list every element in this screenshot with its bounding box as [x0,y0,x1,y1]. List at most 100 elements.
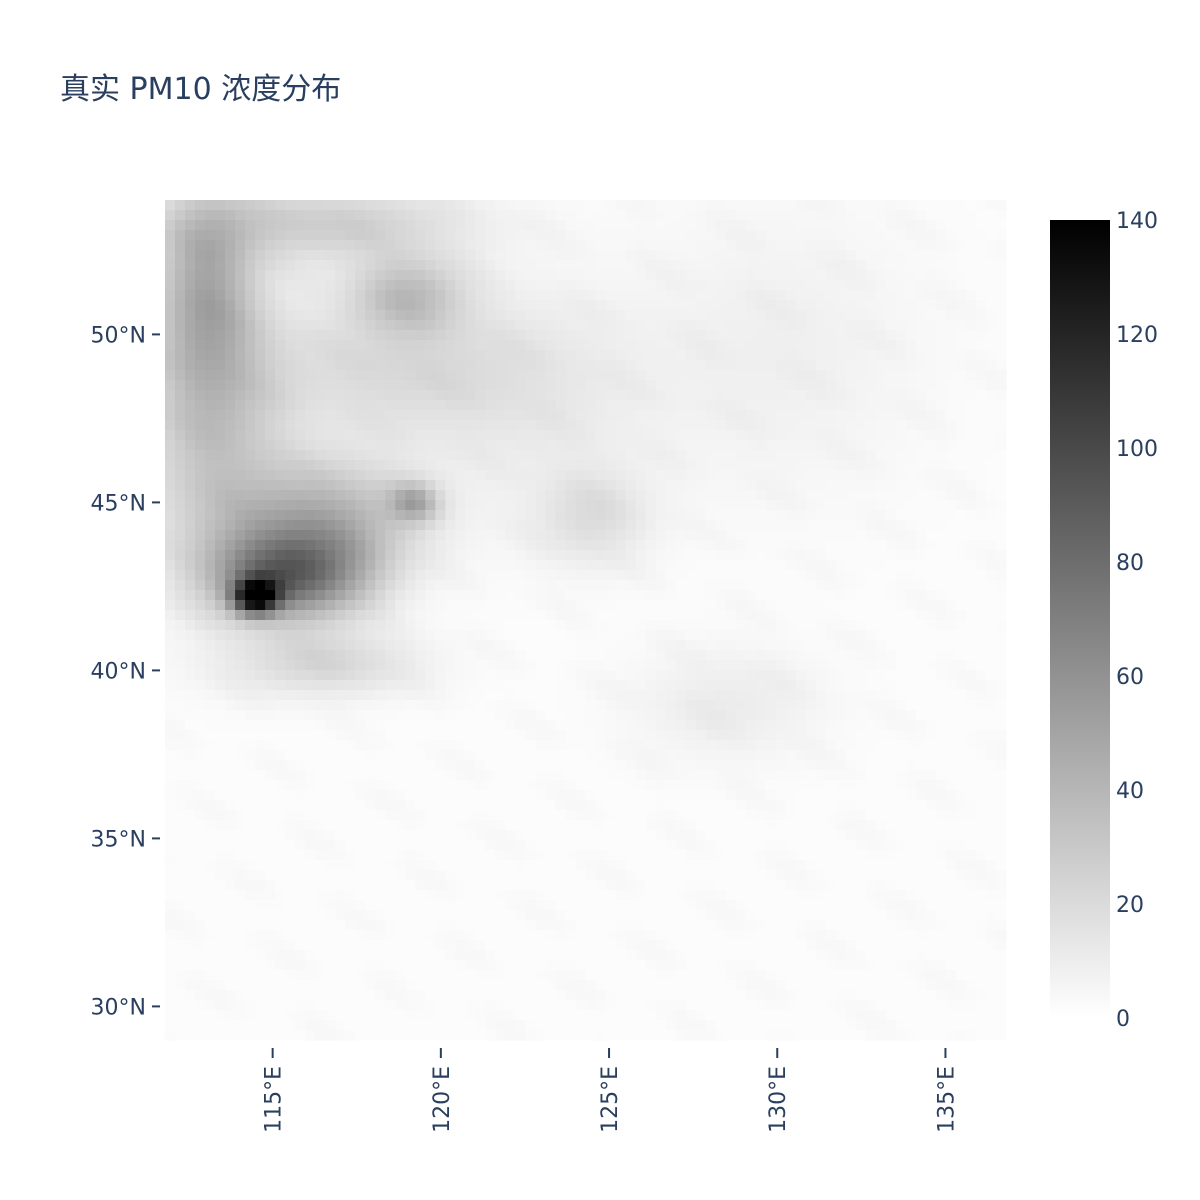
heatmap-cell [685,400,697,411]
heatmap-cell [225,320,236,331]
heatmap-cell [805,400,817,411]
heatmap-cell [205,590,216,601]
heatmap-cell [785,480,797,491]
heatmap-cell [215,270,226,281]
heatmap-cell [865,500,877,511]
heatmap-cell [345,500,356,511]
heatmap-cell [895,440,907,451]
heatmap-cell [275,650,286,661]
heatmap-cell [975,280,987,291]
heatmap-cell [275,230,286,241]
heatmap-cell [895,740,907,751]
heatmap-cell [675,340,687,351]
heatmap-cell [205,460,216,471]
heatmap-cell [565,400,577,411]
heatmap-cell [755,540,767,551]
heatmap-cell [785,450,797,461]
heatmap-cell [675,430,687,441]
heatmap-cell [845,690,857,701]
heatmap-cell [375,450,386,461]
heatmap-cell [805,350,817,361]
heatmap-cell [345,270,356,281]
heatmap-cell [595,460,607,471]
heatmap-cell [415,200,426,211]
heatmap-cell [955,240,967,251]
heatmap-cell [505,570,517,581]
heatmap-cell [415,680,426,691]
heatmap-cell [565,230,577,241]
heatmap-cell [175,450,186,461]
heatmap-cell [725,540,737,551]
heatmap-cell [635,350,647,361]
heatmap-cell [955,420,967,431]
heatmap-cell [485,720,496,731]
heatmap-cell [735,330,747,341]
heatmap-cell [845,530,857,541]
heatmap-cell [795,620,807,631]
heatmap-cell [235,250,246,261]
heatmap-cell [785,530,797,541]
heatmap-cell [925,330,937,341]
heatmap-cell [925,650,937,661]
heatmap-cell [715,220,727,231]
heatmap-cell [375,770,386,781]
heatmap-cell [815,460,827,471]
heatmap-cell [795,540,807,551]
heatmap-cell [735,690,747,701]
heatmap-cell [395,670,406,681]
heatmap-cell [955,360,967,371]
heatmap-cell [945,240,957,251]
heatmap-cell [375,200,386,211]
heatmap-cell [165,250,176,261]
heatmap-cell [415,360,426,371]
heatmap-cell [275,740,286,751]
heatmap-cell [985,340,997,351]
heatmap-cell [665,700,677,711]
heatmap-cell [665,350,677,361]
heatmap-cell [295,790,306,801]
heatmap-cell [865,390,877,401]
heatmap-cell [635,740,647,751]
heatmap-cell [425,430,436,441]
heatmap-cell [755,730,767,741]
heatmap-cell [635,580,647,591]
heatmap-cell [985,710,997,721]
heatmap-cell [215,440,226,451]
heatmap-cell [855,450,867,461]
heatmap-cell [595,250,607,261]
heatmap-cell [715,210,727,221]
heatmap-cell [945,270,957,281]
heatmap-cell [625,290,637,301]
heatmap-cell [655,710,667,721]
heatmap-cell [835,370,847,381]
heatmap-cell [795,270,807,281]
heatmap-cell [775,600,787,611]
heatmap-cell [205,200,216,211]
heatmap-cell [555,620,567,631]
heatmap-cell [685,770,697,781]
heatmap-cell [875,690,887,701]
heatmap-cell [675,750,687,761]
heatmap-cell [395,210,406,221]
heatmap-cell [775,780,787,791]
heatmap-cell [985,370,997,381]
heatmap-cell [315,480,326,491]
heatmap-cell [175,710,186,721]
heatmap-cell [515,420,527,431]
heatmap-cell [405,740,416,751]
heatmap-cell [295,510,306,521]
heatmap-cell [325,350,336,361]
heatmap-cell [385,560,396,571]
heatmap-cell [495,680,506,691]
heatmap-cell [525,650,537,661]
heatmap-cell [395,720,406,731]
heatmap-cell [405,570,416,581]
heatmap-cell [785,620,797,631]
heatmap-cell [515,790,527,801]
heatmap-cell [265,710,276,721]
heatmap-cell [595,640,607,651]
heatmap-cell [615,330,627,341]
heatmap-cell [555,540,567,551]
heatmap-cell [915,260,927,271]
heatmap-cell [765,330,777,341]
